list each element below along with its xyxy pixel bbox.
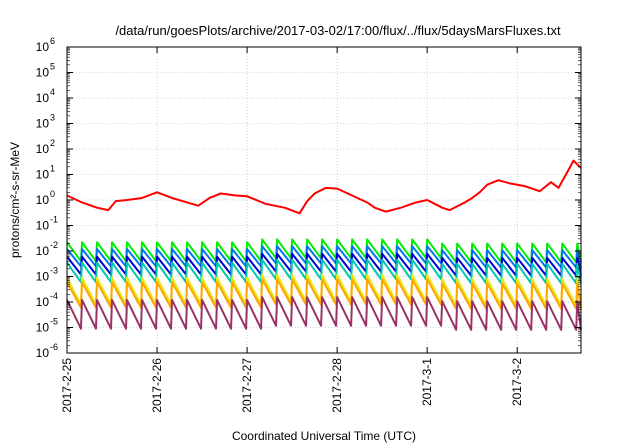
x-axis-label: Coordinated Universal Time (UTC) bbox=[232, 429, 416, 443]
chart-title: /data/run/goesPlots/archive/2017-03-02/1… bbox=[115, 23, 561, 38]
y-tick-label: 10 bbox=[36, 193, 50, 207]
y-tick-label: 10 bbox=[36, 321, 50, 335]
y-tick-exponent: -1 bbox=[50, 215, 58, 225]
x-tick-label: 2017-2-26 bbox=[150, 358, 164, 413]
x-tick-label: 2017-2-28 bbox=[330, 358, 344, 413]
y-tick-label: 10 bbox=[36, 270, 50, 284]
y-tick-exponent: 0 bbox=[50, 189, 55, 199]
x-axis-ticks: 2017-2-25 2017-2-26 2017-2-27 2017-2-28 2017… bbox=[60, 47, 524, 413]
y-tick-label: 10 bbox=[36, 346, 50, 360]
y-tick-label: 10 bbox=[36, 142, 50, 156]
y-tick-label: 10 bbox=[36, 91, 50, 105]
series-line-0 bbox=[66, 159, 582, 215]
y-tick-exponent: -2 bbox=[50, 240, 58, 250]
series-line-4 bbox=[66, 258, 582, 285]
y-tick-label: 10 bbox=[36, 40, 50, 54]
series-line-6 bbox=[66, 278, 582, 310]
y-tick-label: 10 bbox=[36, 295, 50, 309]
y-tick-exponent: -3 bbox=[50, 266, 58, 276]
y-tick-exponent: 6 bbox=[50, 36, 55, 46]
y-tick-label: 10 bbox=[36, 244, 50, 258]
y-tick-label: 10 bbox=[36, 168, 50, 182]
y-tick-label: 10 bbox=[36, 117, 50, 131]
y-tick-exponent: -4 bbox=[50, 291, 58, 301]
y-tick-exponent: 1 bbox=[50, 164, 55, 174]
series-group bbox=[66, 159, 582, 331]
y-tick-exponent: -6 bbox=[50, 342, 58, 352]
y-tick-exponent: 4 bbox=[50, 87, 55, 97]
y-tick-exponent: 2 bbox=[50, 138, 55, 148]
y-axis-ticks: 10 -610 -510 -410 -310 -210 -110 010 110 210 310 41… bbox=[36, 36, 581, 360]
y-tick-label: 10 bbox=[36, 66, 50, 80]
y-tick-label: 10 bbox=[36, 219, 50, 233]
y-tick-exponent: 5 bbox=[50, 62, 55, 72]
series-line-7 bbox=[66, 296, 582, 331]
x-tick-label: 2017-3-1 bbox=[420, 358, 434, 406]
y-axis-label: protons/cm²-s-sr-MeV bbox=[8, 142, 22, 258]
x-tick-label: 2017-2-27 bbox=[240, 358, 254, 413]
y-tick-exponent: -5 bbox=[50, 317, 58, 327]
plot-frame bbox=[66, 46, 582, 354]
x-tick-label: 2017-2-25 bbox=[60, 358, 74, 413]
y-tick-exponent: 3 bbox=[50, 113, 55, 123]
grid-lines bbox=[67, 47, 581, 353]
x-tick-label: 2017-3-2 bbox=[510, 358, 524, 406]
